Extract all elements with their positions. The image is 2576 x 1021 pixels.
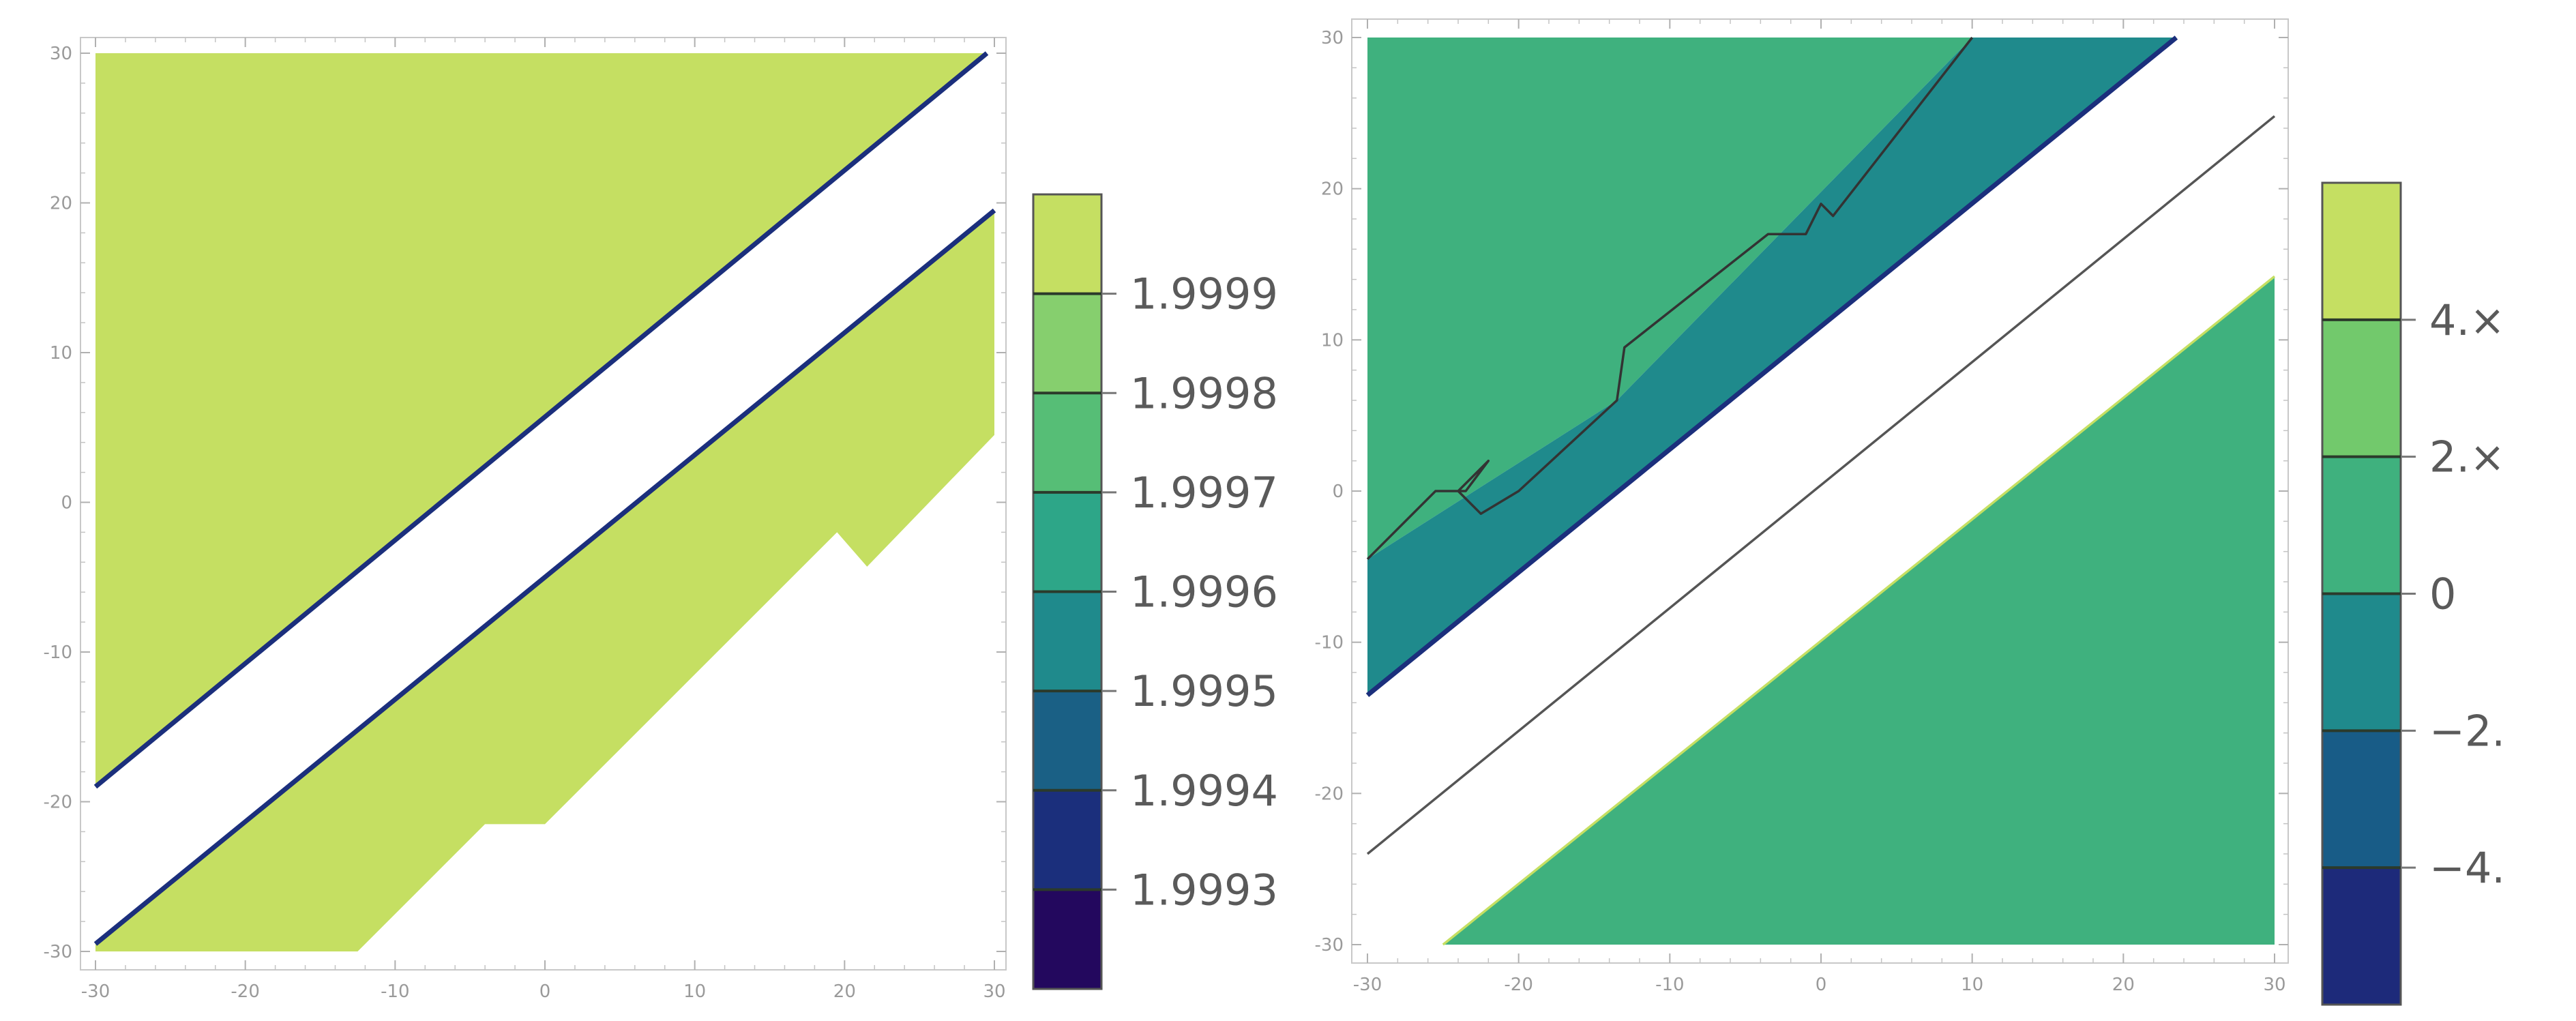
x-tick-label: -10 [381,981,409,1002]
y-tick-label: -30 [44,942,72,962]
contour-line-1 [93,51,989,789]
legend-label: 0 [2429,569,2456,619]
x-tick-label: 10 [683,981,706,1002]
legend-swatch-4 [2322,593,2401,731]
y-tick-label: 20 [50,194,72,214]
contour-region-1 [1367,38,1972,559]
legend-swatch-1 [1033,194,1101,295]
x-tick-label: -20 [1504,975,1533,995]
contour-line-3 [1366,115,2276,855]
legend: 4.× 2.× 0 −2. −4. [2321,181,2505,1006]
x-tick-label: -30 [1353,975,1382,995]
legend-label: 1.9995 [1130,666,1278,716]
x-tick-label: -20 [231,981,259,1002]
x-tick-label: -30 [81,981,110,1002]
legend-swatch-1 [2322,183,2401,321]
y-tick-label: -20 [44,793,72,813]
y-tick-label: 30 [50,44,72,64]
legend-swatch-6 [2322,868,2401,1005]
y-tick-label: -10 [1315,633,1344,653]
legend-swatch-3 [2322,456,2401,594]
x-tick-label: -10 [1655,975,1684,995]
x-tick-label: 10 [1961,975,1983,995]
legend-label: 1.9996 [1130,567,1278,617]
y-tick-label: -10 [44,642,72,663]
y-tick-label: 30 [1321,28,1344,48]
legend-swatch-3 [1033,393,1101,493]
x-tick-label: 0 [539,981,551,1002]
contour-line-2 [93,208,996,946]
legend-swatch-7 [1033,790,1101,890]
x-tick-label: 0 [1816,975,1827,995]
legend-label: 4.× [2429,295,2505,345]
y-tick-label: 0 [61,493,72,514]
legend-label: 2.× [2429,432,2505,482]
y-tick-label: 20 [1321,179,1344,200]
y-tick-label: -30 [1315,935,1344,956]
legend-label: 1.9993 [1130,865,1278,915]
legend-label: 1.9999 [1130,269,1278,319]
legend-label: 1.9994 [1130,766,1278,816]
y-tick-label: -20 [1315,784,1344,804]
legend-swatch-6 [1033,691,1101,791]
legend-swatch-5 [1033,591,1101,692]
y-tick-label: 10 [1321,330,1344,351]
contour-plot-2: -30 -30 -20 -20 -10 -10 0 0 10 10 20 20 30 30 4.× 2.× 0 −… [1315,18,2505,1006]
legend-swatch-4 [1033,492,1101,592]
legend-swatch-8 [1033,889,1101,990]
contour-line-1 [1366,36,1974,561]
y-tick-label: 10 [50,343,72,364]
contour-line-2 [1365,35,2178,698]
legend-label: −2. [2429,706,2505,756]
legend-label: 1.9997 [1130,468,1278,518]
legend: 1.9999 1.9998 1.9997 1.9996 1.9995 1.9994 1.99… [1032,193,1278,990]
legend-swatch-2 [2322,319,2401,458]
x-tick-label: 30 [983,981,1005,1002]
legend-swatch-2 [1033,293,1101,394]
x-tick-label: 30 [2263,975,2285,995]
contour-line-4 [1442,275,2276,946]
legend-label: −4. [2429,843,2505,893]
x-tick-label: 20 [833,981,856,1002]
legend-swatch-5 [2322,730,2401,868]
y-tick-label: 0 [1332,482,1344,502]
x-tick-label: 20 [2112,975,2135,995]
contour-plot-1: -30-30-20-20-10-10001010202030301.99991.… [44,37,1278,1002]
legend-label: 1.9998 [1130,368,1278,418]
plot-frame [80,37,1007,971]
